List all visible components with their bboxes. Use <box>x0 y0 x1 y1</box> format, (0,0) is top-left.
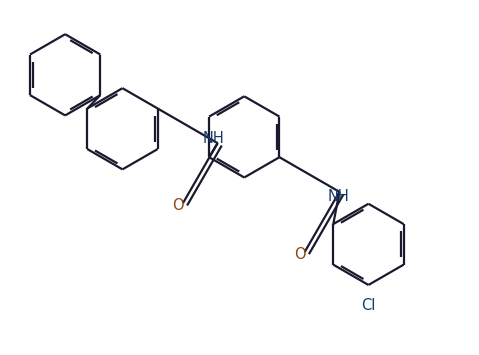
Text: NH: NH <box>328 189 350 203</box>
Text: Cl: Cl <box>361 298 376 313</box>
Text: O: O <box>172 198 184 213</box>
Text: NH: NH <box>203 131 224 146</box>
Text: O: O <box>294 247 306 262</box>
